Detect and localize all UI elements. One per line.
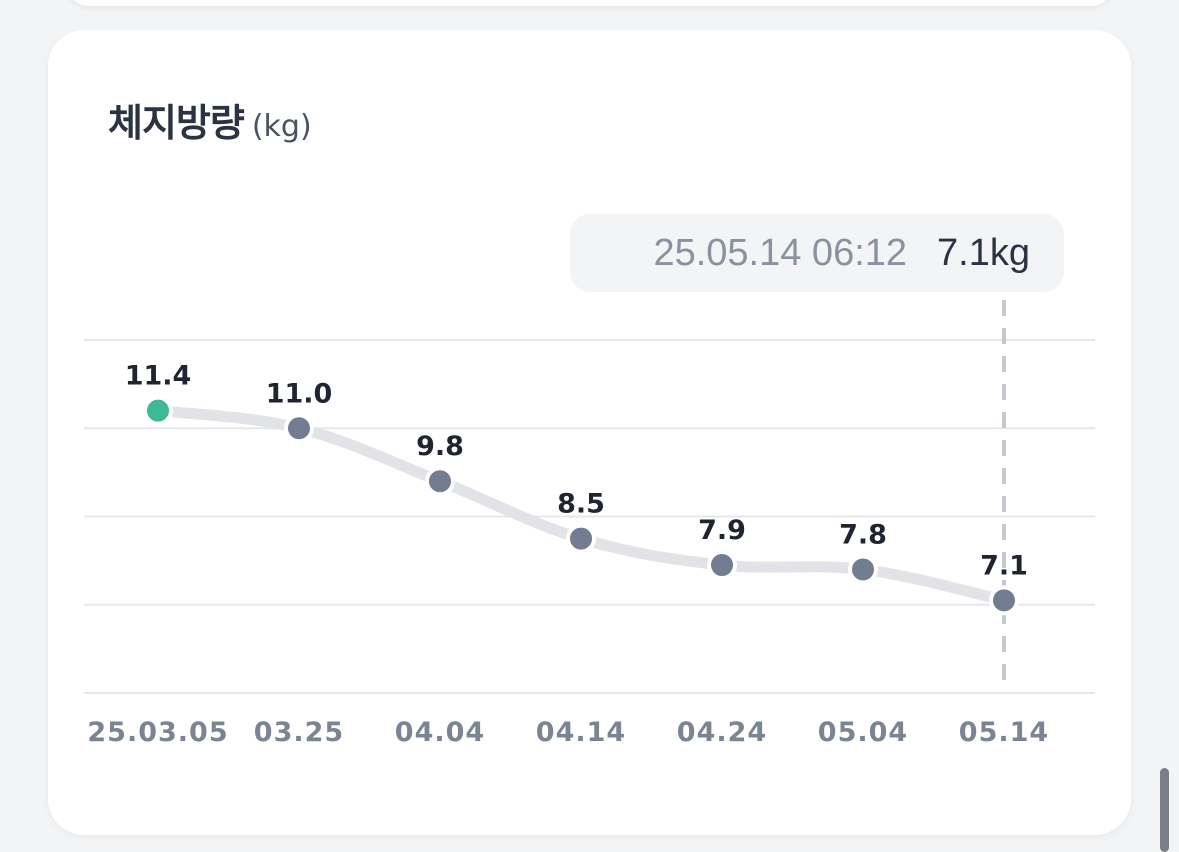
data-point-04.14[interactable]	[568, 526, 594, 552]
scrollbar[interactable]	[1160, 768, 1169, 852]
data-point-05.04[interactable]	[850, 556, 876, 582]
value-label: 11.0	[266, 378, 333, 409]
x-axis-tick-label: 04.14	[536, 717, 626, 748]
data-point-03.25[interactable]	[286, 415, 312, 441]
x-axis-tick-label: 25.03.05	[87, 717, 228, 748]
data-point-05.14[interactable]	[991, 587, 1017, 613]
value-label: 9.8	[416, 431, 464, 462]
value-label: 7.8	[839, 519, 887, 550]
x-axis-tick-label: 04.24	[677, 717, 767, 748]
x-axis-tick-label: 05.04	[818, 717, 908, 748]
tooltip-datetime: 25.05.14 06:12	[653, 232, 907, 275]
value-label: 8.5	[557, 489, 605, 520]
data-point-04.04[interactable]	[427, 468, 453, 494]
selected-point-tooltip: 25.05.14 06:12 7.1kg	[570, 214, 1064, 292]
x-axis-tick-label: 05.14	[959, 717, 1049, 748]
x-axis-tick-label: 04.04	[395, 717, 485, 748]
value-label: 11.4	[125, 361, 192, 392]
data-point-25.03.05[interactable]	[145, 398, 171, 424]
value-label: 7.1	[980, 550, 1028, 581]
data-point-04.24[interactable]	[709, 552, 735, 578]
value-label: 7.9	[698, 515, 746, 546]
tooltip-value: 7.1kg	[937, 232, 1030, 275]
x-axis-tick-label: 03.25	[254, 717, 344, 748]
